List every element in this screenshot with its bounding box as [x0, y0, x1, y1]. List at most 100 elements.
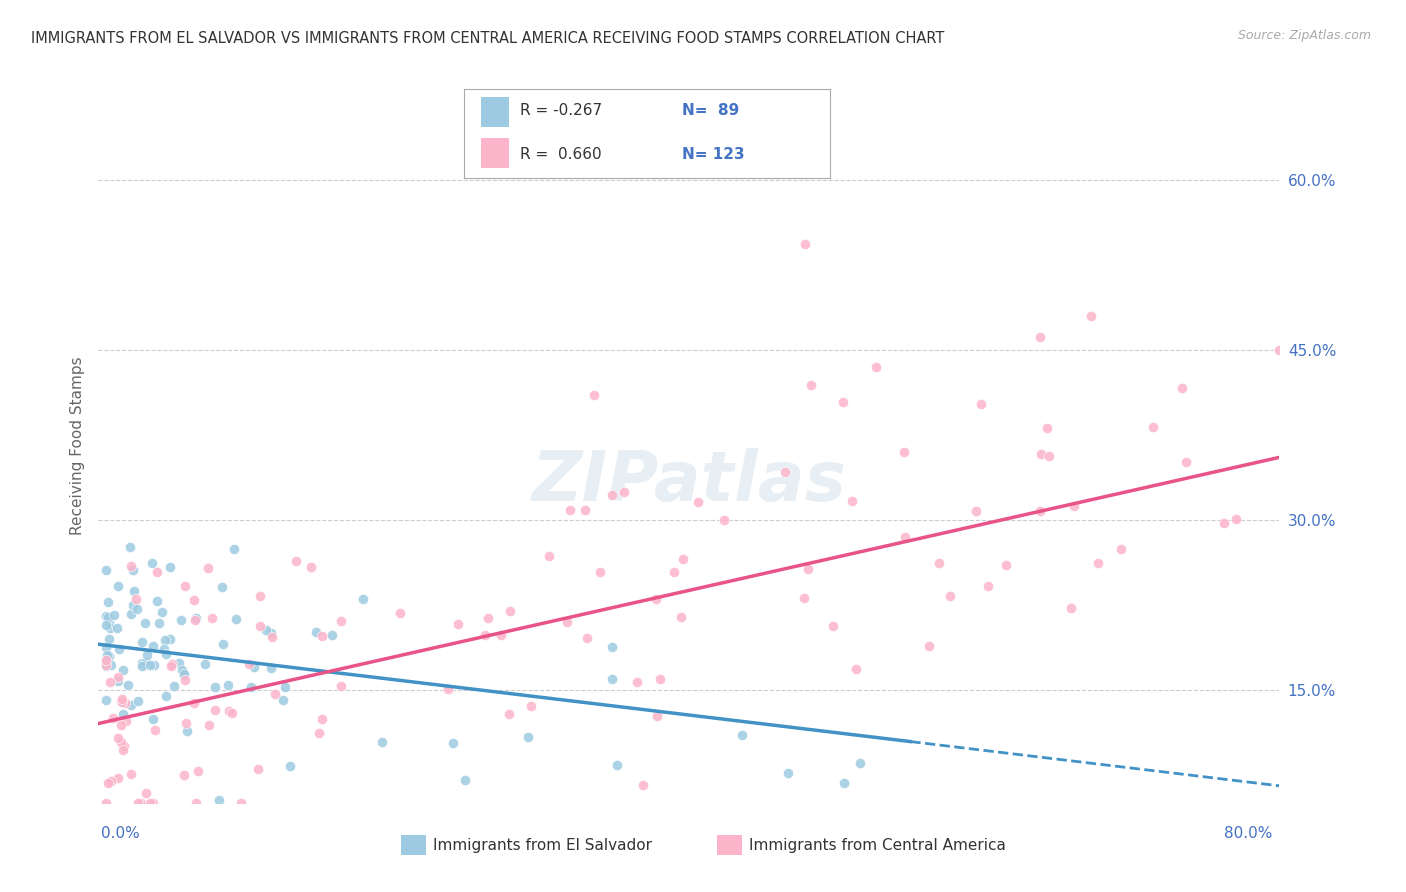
Point — [260, 661, 283, 675]
Point — [516, 731, 538, 745]
Point — [120, 607, 142, 621]
Point — [94, 659, 117, 673]
Point — [499, 604, 522, 618]
Point — [600, 672, 623, 686]
Point — [1036, 421, 1059, 435]
Point — [574, 503, 596, 517]
Point — [173, 668, 195, 682]
Point — [146, 566, 169, 580]
Point — [127, 694, 149, 708]
Point — [441, 736, 464, 750]
Point — [311, 630, 333, 644]
Point — [107, 731, 129, 745]
Point — [111, 691, 134, 706]
Point — [1087, 556, 1109, 570]
Point — [198, 718, 221, 732]
Point — [555, 615, 578, 629]
Point — [260, 625, 283, 640]
Point — [148, 616, 170, 631]
Text: R = -0.267: R = -0.267 — [520, 103, 602, 118]
Point — [602, 640, 624, 654]
Point — [94, 563, 117, 577]
Point — [94, 658, 117, 673]
Point — [308, 726, 330, 740]
Point — [845, 662, 868, 676]
Point — [170, 663, 193, 677]
Point — [330, 679, 353, 693]
Point — [111, 707, 134, 722]
Point — [352, 592, 374, 607]
Point — [773, 465, 796, 479]
Point — [141, 556, 163, 570]
Point — [249, 619, 271, 633]
Point — [135, 786, 157, 800]
Text: Immigrants from El Salvador: Immigrants from El Salvador — [433, 838, 652, 853]
Point — [477, 611, 499, 625]
Point — [893, 445, 915, 459]
Point — [110, 735, 132, 749]
Point — [305, 625, 328, 640]
Point — [105, 621, 128, 635]
Point — [831, 395, 853, 409]
Point — [97, 648, 120, 663]
Point — [112, 664, 135, 678]
Point — [94, 796, 117, 810]
Point — [142, 639, 165, 653]
Point — [918, 639, 941, 653]
Point — [224, 541, 246, 556]
Point — [150, 605, 173, 619]
Point — [127, 796, 149, 810]
Point — [256, 623, 278, 637]
Point — [626, 675, 648, 690]
Point — [107, 641, 129, 656]
Point — [299, 559, 322, 574]
Text: R =  0.660: R = 0.660 — [520, 147, 602, 161]
Point — [664, 565, 686, 579]
Point — [672, 552, 695, 566]
Point — [139, 796, 162, 810]
Point — [558, 503, 581, 517]
Point — [97, 616, 120, 631]
Point — [242, 660, 264, 674]
Text: 80.0%: 80.0% — [1225, 826, 1272, 840]
Point — [212, 637, 235, 651]
Point — [160, 658, 183, 673]
Point — [388, 606, 411, 620]
Point — [98, 632, 121, 646]
Text: Immigrants from Central America: Immigrants from Central America — [749, 838, 1007, 853]
Point — [211, 580, 233, 594]
Point — [520, 698, 543, 713]
Point — [201, 611, 224, 625]
Point — [1171, 381, 1194, 395]
Point — [94, 655, 117, 669]
Point — [644, 592, 666, 607]
Point — [194, 657, 217, 672]
Point — [1225, 512, 1247, 526]
Point — [1109, 541, 1132, 556]
Point — [776, 766, 799, 780]
Point — [94, 609, 117, 624]
Point — [184, 796, 207, 810]
Point — [142, 796, 165, 810]
Point — [669, 610, 692, 624]
Point — [849, 756, 872, 770]
Point — [111, 742, 134, 756]
Text: Source: ZipAtlas.com: Source: ZipAtlas.com — [1237, 29, 1371, 42]
Point — [970, 397, 993, 411]
Point — [107, 674, 129, 689]
Point — [575, 631, 598, 645]
Point — [218, 704, 240, 718]
Point — [631, 778, 654, 792]
Text: IMMIGRANTS FROM EL SALVADOR VS IMMIGRANTS FROM CENTRAL AMERICA RECEIVING FOOD ST: IMMIGRANTS FROM EL SALVADOR VS IMMIGRANT… — [31, 31, 945, 46]
Point — [97, 775, 120, 789]
Point — [159, 632, 181, 646]
Point — [173, 666, 195, 681]
Point — [330, 614, 353, 628]
Point — [174, 673, 197, 688]
Point — [1212, 516, 1234, 531]
Point — [208, 792, 231, 806]
Point — [167, 657, 190, 671]
Point — [184, 611, 207, 625]
Point — [94, 618, 117, 632]
Point — [163, 679, 186, 693]
